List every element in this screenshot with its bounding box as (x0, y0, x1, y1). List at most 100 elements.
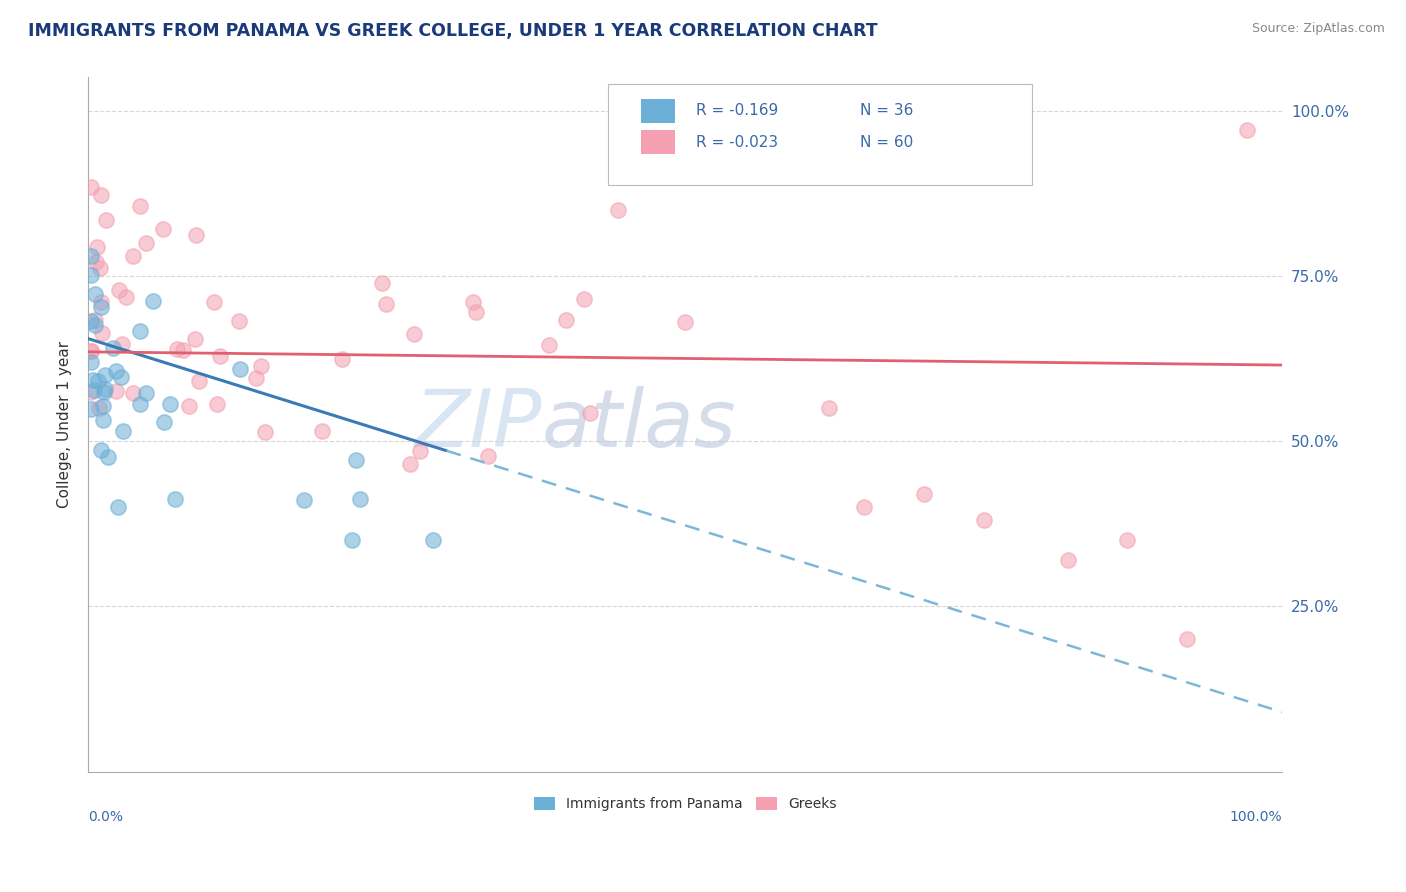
Point (152, 222, 174, 236)
Point (79, 385, 101, 400)
Point (184, 332, 207, 346)
Point (464, 304, 486, 318)
Point (579, 407, 602, 421)
Point (90, 295, 112, 310)
Point (1236, 123, 1258, 137)
Point (371, 276, 394, 290)
Point (94, 382, 117, 396)
Point (115, 290, 138, 304)
Point (87, 401, 110, 415)
Point (128, 324, 150, 338)
Point (93, 384, 115, 399)
Point (83, 286, 105, 301)
Point (554, 313, 576, 327)
Point (79, 344, 101, 359)
Point (973, 513, 995, 527)
Point (912, 487, 935, 501)
Point (91, 326, 114, 340)
Point (94, 368, 117, 382)
Point (107, 500, 129, 514)
Point (294, 492, 316, 507)
Point (311, 425, 333, 439)
Text: IMMIGRANTS FROM PANAMA VS GREEK COLLEGE, UNDER 1 YEAR CORRELATION CHART: IMMIGRANTS FROM PANAMA VS GREEK COLLEGE,… (28, 22, 877, 40)
Point (112, 424, 135, 438)
Point (107, 283, 129, 297)
Point (79, 268, 101, 282)
Point (79, 402, 101, 417)
Point (152, 415, 174, 429)
Point (90, 188, 112, 202)
Point (402, 327, 425, 342)
Point (84, 313, 107, 327)
Point (90, 301, 112, 315)
Point (537, 338, 560, 352)
Point (89, 261, 111, 276)
Point (104, 364, 127, 378)
Point (398, 458, 420, 472)
Point (122, 386, 145, 401)
Point (172, 343, 194, 358)
Point (209, 349, 232, 363)
Text: Source: ZipAtlas.com: Source: ZipAtlas.com (1251, 22, 1385, 36)
Point (330, 351, 353, 366)
Text: R = -0.169: R = -0.169 (696, 103, 779, 119)
Point (84, 255, 107, 269)
Text: ZIP: ZIP (415, 385, 541, 464)
Point (187, 374, 209, 388)
Text: 100.0%: 100.0% (1230, 810, 1282, 824)
Point (1056, 553, 1078, 567)
Point (105, 384, 128, 398)
Point (205, 397, 228, 411)
Point (461, 295, 484, 310)
Point (477, 449, 499, 463)
Point (202, 295, 225, 310)
Point (101, 341, 124, 355)
Point (79, 314, 101, 328)
Point (229, 362, 252, 376)
Point (166, 343, 188, 357)
Point (84, 318, 107, 332)
Text: N = 60: N = 60 (859, 135, 912, 150)
Point (422, 533, 444, 548)
Point (129, 199, 152, 213)
Point (80, 355, 103, 369)
Point (184, 228, 207, 243)
Point (408, 444, 430, 458)
Point (96, 213, 118, 227)
Point (142, 294, 165, 309)
FancyBboxPatch shape (641, 130, 675, 153)
Point (375, 297, 398, 311)
Point (97, 450, 120, 464)
Legend: Immigrants from Panama, Greeks: Immigrants from Panama, Greeks (529, 792, 842, 817)
Point (135, 385, 157, 400)
Point (159, 397, 181, 411)
Point (83, 383, 105, 397)
Point (79, 343, 101, 358)
Point (572, 292, 595, 306)
Text: 0.0%: 0.0% (89, 810, 124, 824)
Point (853, 500, 876, 515)
Point (607, 202, 630, 217)
Point (228, 314, 250, 328)
Point (79, 180, 101, 194)
Point (254, 425, 277, 439)
Point (87, 375, 110, 389)
Text: N = 36: N = 36 (859, 103, 912, 119)
Point (82, 373, 104, 387)
Point (128, 397, 150, 411)
Point (165, 492, 187, 507)
Text: atlas: atlas (541, 385, 737, 464)
FancyBboxPatch shape (641, 99, 675, 122)
Point (79, 248, 101, 262)
Point (86, 240, 108, 254)
Y-axis label: College, Under 1 year: College, Under 1 year (58, 341, 72, 508)
FancyBboxPatch shape (607, 85, 1032, 185)
Point (817, 401, 839, 415)
Point (1175, 632, 1198, 647)
Point (340, 533, 363, 548)
Point (90, 443, 112, 458)
Point (673, 315, 696, 329)
Point (344, 453, 367, 467)
Point (349, 491, 371, 506)
Text: R = -0.023: R = -0.023 (696, 135, 778, 150)
